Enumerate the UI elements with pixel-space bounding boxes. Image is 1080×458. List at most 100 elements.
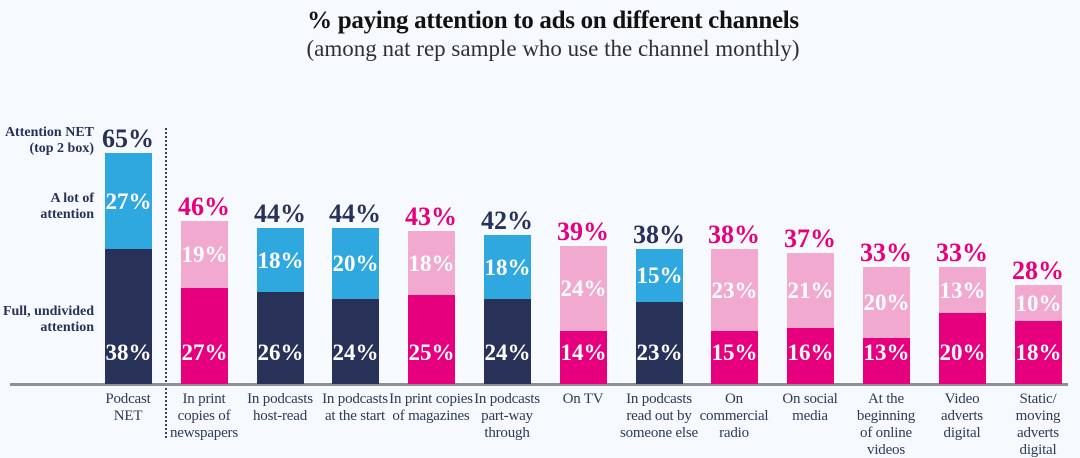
- stacked-bar: 15% 23%: [636, 249, 683, 384]
- bar-total-value: 38%: [633, 220, 685, 249]
- bar-category-label: On social media: [782, 391, 838, 424]
- segment-value-label: 23%: [636, 340, 683, 365]
- segment-value-label: 20%: [939, 340, 986, 365]
- segment-value-label: 15%: [636, 263, 683, 288]
- segment-a-lot-of-attention: 20%: [863, 267, 910, 338]
- bar-total-value: 65%: [102, 124, 154, 153]
- segment-value-label: 26%: [257, 340, 304, 365]
- bar-category-label: In podcasts part-way through: [474, 391, 540, 441]
- bar-category-label: In podcasts read out by someone else: [620, 391, 698, 441]
- segment-full-undivided-attention: 24%: [484, 299, 531, 384]
- segment-a-lot-of-attention: 27%: [105, 153, 152, 249]
- bar-category-label: Podcast NET: [105, 391, 151, 424]
- stacked-bar: 27% 38%: [105, 153, 152, 384]
- bar-category-label: Static/ moving adverts digital: [1015, 391, 1061, 458]
- bar-category-label: At the beginning of online videos: [856, 391, 916, 458]
- chart-subtitle: (among nat rep sample who use the channe…: [306, 36, 800, 61]
- segment-a-lot-of-attention: 20%: [332, 228, 379, 299]
- bar-category-label: Video adverts digital: [941, 391, 983, 441]
- podcast-net-separator-line: [165, 128, 167, 438]
- row-label-attention-net: Attention NET (top 2 box): [4, 125, 94, 156]
- segment-value-label: 24%: [484, 340, 531, 365]
- segment-value-label: 19%: [181, 242, 228, 267]
- segment-a-lot-of-attention: 21%: [787, 253, 834, 328]
- bar-total-value: 28%: [1012, 256, 1064, 285]
- chart-title: % paying attention to ads on different c…: [307, 7, 799, 34]
- segment-value-label: 16%: [787, 340, 834, 365]
- x-axis-line: [10, 383, 1068, 386]
- segment-full-undivided-attention: 15%: [711, 331, 758, 384]
- row-label-full-undivided-attention: Full, undivided attention: [2, 304, 94, 335]
- segment-value-label: 15%: [711, 340, 758, 365]
- segment-value-label: 18%: [408, 250, 455, 276]
- segment-value-label: 18%: [257, 247, 304, 273]
- segment-value-label: 23%: [711, 277, 758, 303]
- segment-full-undivided-attention: 26%: [257, 292, 304, 384]
- stacked-bar: 18% 24%: [484, 235, 531, 384]
- segment-a-lot-of-attention: 10%: [1015, 285, 1062, 321]
- segment-full-undivided-attention: 23%: [636, 302, 683, 384]
- segment-full-undivided-attention: 38%: [105, 249, 152, 384]
- segment-a-lot-of-attention: 23%: [711, 249, 758, 331]
- bar-total-value: 44%: [254, 199, 306, 228]
- stacked-bar: 20% 24%: [332, 228, 379, 384]
- chart-header: % paying attention to ads on different c…: [26, 0, 1080, 62]
- bar-total-value: 42%: [481, 206, 533, 235]
- bar-category-label: On commercial radio: [699, 391, 769, 441]
- segment-full-undivided-attention: 24%: [332, 299, 379, 384]
- segment-value-label: 18%: [484, 254, 531, 280]
- segment-value-label: 27%: [181, 340, 228, 365]
- segment-value-label: 38%: [105, 340, 152, 365]
- segment-a-lot-of-attention: 24%: [560, 246, 607, 331]
- segment-a-lot-of-attention: 18%: [484, 235, 531, 299]
- stacked-bar: 23% 15%: [711, 249, 758, 384]
- bar-category-label: On TV: [562, 391, 604, 407]
- segment-value-label: 20%: [863, 290, 910, 315]
- segment-value-label: 13%: [863, 340, 910, 365]
- segment-full-undivided-attention: 27%: [181, 288, 228, 384]
- segment-a-lot-of-attention: 18%: [257, 228, 304, 292]
- segment-a-lot-of-attention: 13%: [939, 267, 986, 313]
- segment-a-lot-of-attention: 18%: [408, 231, 455, 295]
- segment-a-lot-of-attention: 15%: [636, 249, 683, 302]
- segment-full-undivided-attention: 18%: [1015, 321, 1062, 384]
- segment-full-undivided-attention: 16%: [787, 328, 834, 384]
- segment-value-label: 20%: [332, 251, 379, 276]
- bar-category-label: In print copies of newspapers: [170, 391, 238, 441]
- segment-full-undivided-attention: 25%: [408, 295, 455, 384]
- bar-category-label: In podcasts host-read: [247, 391, 313, 424]
- bar-total-value: 43%: [405, 202, 457, 231]
- bar-category-label: In podcasts at the start: [322, 391, 388, 424]
- segment-value-label: 14%: [560, 340, 607, 365]
- stacked-bar: 24% 14%: [560, 246, 607, 384]
- segment-value-label: 25%: [408, 340, 455, 365]
- stacked-bar: 19% 27%: [181, 221, 228, 384]
- bar-total-value: 46%: [178, 192, 230, 221]
- bar-total-value: 33%: [936, 238, 988, 267]
- bar-total-value: 39%: [557, 217, 609, 246]
- segment-value-label: 21%: [787, 278, 834, 303]
- bar-category-label: In print copies of magazines: [389, 391, 473, 424]
- segment-a-lot-of-attention: 19%: [181, 221, 228, 288]
- segment-value-label: 24%: [560, 276, 607, 301]
- stacked-bar: 18% 25%: [408, 231, 455, 384]
- bar-total-value: 38%: [708, 220, 760, 249]
- stacked-bar: 20% 13%: [863, 267, 910, 384]
- bar-total-value: 37%: [784, 224, 836, 253]
- segment-value-label: 13%: [939, 277, 986, 303]
- segment-value-label: 24%: [332, 340, 379, 365]
- bar-total-value: 44%: [329, 199, 381, 228]
- segment-value-label: 10%: [1015, 290, 1062, 316]
- stacked-bar: 10% 18%: [1015, 285, 1062, 384]
- bar-total-value: 33%: [860, 238, 912, 267]
- row-label-a-lot-of-attention: A lot of attention: [40, 191, 94, 222]
- stacked-bar: 21% 16%: [787, 253, 834, 384]
- segment-full-undivided-attention: 14%: [560, 331, 607, 384]
- segment-full-undivided-attention: 13%: [863, 338, 910, 384]
- segment-value-label: 27%: [105, 188, 152, 214]
- segment-full-undivided-attention: 20%: [939, 313, 986, 384]
- stacked-bar: 18% 26%: [257, 228, 304, 384]
- stacked-bar: 13% 20%: [939, 267, 986, 384]
- segment-value-label: 18%: [1015, 340, 1062, 365]
